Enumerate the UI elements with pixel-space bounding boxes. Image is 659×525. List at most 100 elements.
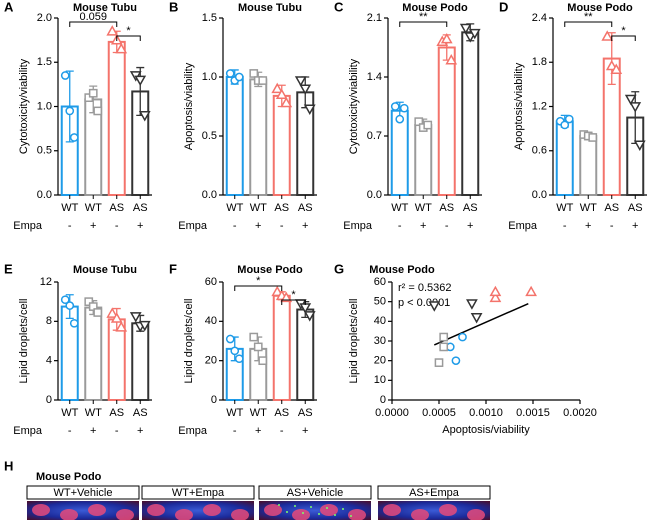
y-tick-label: 60 <box>205 276 217 288</box>
y-tick-label: 20 <box>205 355 217 367</box>
point <box>560 120 570 130</box>
point <box>390 102 400 111</box>
row-label: - <box>563 220 567 232</box>
chart-title: Mouse Tubu <box>73 264 137 276</box>
bracket <box>611 35 636 41</box>
point <box>230 346 240 356</box>
bracket <box>69 21 118 27</box>
y-tick-label: 1.4 <box>367 71 382 83</box>
bar <box>225 76 244 196</box>
y-axis-label: Lipid droplets/cell <box>348 299 360 384</box>
y-tick-label: 8 <box>46 315 52 327</box>
bracket <box>399 21 448 27</box>
lipid-droplet <box>318 513 320 515</box>
row-label: + <box>90 425 96 437</box>
point <box>115 42 128 54</box>
point <box>106 25 119 36</box>
y-tick-label: 10 <box>374 374 386 386</box>
nucleus <box>411 509 429 521</box>
x-tick-label: AS <box>133 407 148 419</box>
point <box>258 76 268 85</box>
point <box>414 117 424 127</box>
point <box>253 342 263 352</box>
y-tick-label: 30 <box>374 335 386 347</box>
lipid-droplet <box>334 514 336 516</box>
bracket <box>281 299 306 305</box>
annotation: p < 0.0001 <box>398 297 450 309</box>
x-tick-label: WT <box>85 202 102 214</box>
point <box>234 354 244 364</box>
nucleus <box>264 504 282 516</box>
chart-title: Mouse Tubu <box>238 2 302 14</box>
nucleus <box>147 504 165 516</box>
point <box>65 301 75 310</box>
point <box>294 76 307 87</box>
point <box>60 71 70 80</box>
row-label: - <box>115 425 119 437</box>
bar <box>437 46 456 196</box>
y-tick-label: 1.5 <box>37 56 52 68</box>
point <box>225 69 235 78</box>
point <box>234 72 244 82</box>
nucleus <box>383 504 401 516</box>
y-tick-label: 40 <box>205 315 217 327</box>
image-label-box <box>26 485 140 500</box>
bar <box>296 308 315 401</box>
y-tick-label: 1.5 <box>202 12 217 24</box>
row-title: Empa <box>13 425 43 437</box>
point <box>303 104 316 115</box>
bar <box>107 40 126 196</box>
point <box>399 103 409 113</box>
point <box>271 82 284 94</box>
x-tick-label: WT <box>415 202 432 214</box>
y-tick-label: 0.0 <box>37 189 52 201</box>
nucleus <box>88 504 106 516</box>
point <box>84 93 94 103</box>
nucleus <box>439 504 457 516</box>
point <box>466 299 478 310</box>
row-label: + <box>302 220 308 232</box>
row-title: Empa <box>508 220 538 232</box>
point <box>610 63 623 74</box>
point <box>88 88 98 98</box>
y-tick-label: 0 <box>46 394 52 406</box>
point <box>106 307 119 318</box>
lipid-droplet <box>302 512 304 514</box>
y-tick-label: 40 <box>374 315 386 327</box>
y-tick-label: 12 <box>40 276 52 288</box>
row-title: Empa <box>343 220 373 232</box>
image-label-box <box>258 485 372 500</box>
chart-title: Mouse Tubu <box>73 2 137 14</box>
y-tick-label: 0.5 <box>37 145 52 157</box>
point <box>249 332 259 342</box>
point <box>110 312 123 323</box>
lipid-droplet <box>350 515 352 517</box>
nucleus <box>203 504 221 516</box>
y-axis-label: Cytotoxicity/viability <box>348 58 360 154</box>
y-tick-label: 0.6 <box>532 145 547 157</box>
x-tick-label: AS <box>109 202 124 214</box>
row-label: + <box>137 425 143 437</box>
point <box>440 32 453 44</box>
bar <box>579 135 598 196</box>
point <box>451 356 461 366</box>
image-label: WT+Empa <box>172 487 225 499</box>
annotation: * <box>126 25 131 37</box>
row-label: - <box>610 220 614 232</box>
row-label: - <box>68 220 72 232</box>
lipid-droplet <box>342 508 344 510</box>
point <box>138 320 151 332</box>
x-tick-label: 0.0015 <box>516 407 550 419</box>
point <box>601 30 614 41</box>
y-tick-label: 2.1 <box>367 12 382 24</box>
x-tick-label: 0.0010 <box>469 407 503 419</box>
bar <box>272 294 291 401</box>
x-tick-label: AS <box>109 407 124 419</box>
row-label: + <box>420 220 426 232</box>
point <box>93 308 103 317</box>
row-label: + <box>467 220 473 232</box>
point <box>84 297 94 307</box>
error-bar <box>607 32 616 86</box>
point <box>225 334 235 344</box>
